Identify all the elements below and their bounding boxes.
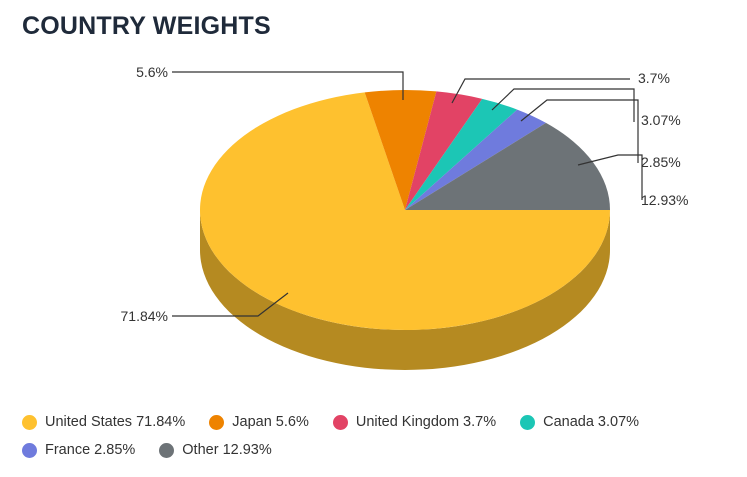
pie-slice-united-kingdom[interactable]: [405, 91, 483, 210]
legend-label: Japan 5.6%: [232, 414, 309, 430]
pie-slice-united-states[interactable]: [200, 92, 611, 330]
leader-line-united-kingdom: [451, 78, 630, 104]
leader-line-canada: [491, 88, 635, 122]
data-label-japan: 5.6%: [136, 64, 168, 80]
legend-item-other[interactable]: Other 12.93%: [159, 442, 272, 458]
data-label-united-states: 71.84%: [121, 308, 168, 324]
legend-item-france[interactable]: France 2.85%: [22, 442, 135, 458]
data-label-canada: 3.07%: [641, 112, 681, 128]
legend-item-canada[interactable]: Canada 3.07%: [520, 414, 639, 430]
legend-swatch: [159, 442, 175, 458]
leader-line-united-states: [172, 292, 289, 317]
legend-label: Canada 3.07%: [543, 414, 640, 430]
pie-slice-other[interactable]: [405, 122, 610, 210]
legend-swatch: [520, 414, 536, 430]
legend-item-united-kingdom[interactable]: United Kingdom 3.7%: [332, 414, 497, 430]
pie-slice-japan[interactable]: [364, 90, 437, 210]
chart-title: COUNTRY WEIGHTS: [22, 12, 271, 40]
legend-item-japan[interactable]: Japan 5.6%: [209, 414, 309, 430]
legend-label: Other 12.93%: [182, 442, 272, 458]
data-label-other: 12.93%: [641, 192, 688, 208]
legend-swatch: [332, 414, 348, 430]
legend-label: United States 71.84%: [45, 414, 186, 430]
leader-line-japan: [172, 71, 404, 100]
data-label-france: 2.85%: [641, 154, 681, 170]
pie-slice-france[interactable]: [405, 109, 546, 210]
leader-line-france: [520, 99, 639, 163]
legend-label: France 2.85%: [45, 442, 136, 458]
legend-item-united-states[interactable]: United States 71.84%: [22, 414, 185, 430]
legend-swatch: [22, 414, 37, 430]
pie-slice-canada[interactable]: [405, 98, 518, 210]
legend-swatch: [22, 442, 37, 458]
chart-legend: United States 71.84% Japan 5.6% United Kin…: [22, 414, 732, 458]
leader-line-other: [577, 154, 643, 200]
pie-chart: 71.84% 5.6% 3.7% 3.07% 2.85% 12.93%: [121, 64, 688, 370]
legend-label: United Kingdom 3.7%: [355, 414, 497, 430]
data-label-united-kingdom: 3.7%: [638, 70, 670, 86]
legend-swatch: [209, 414, 225, 430]
pie-side-united-states: [200, 210, 610, 370]
